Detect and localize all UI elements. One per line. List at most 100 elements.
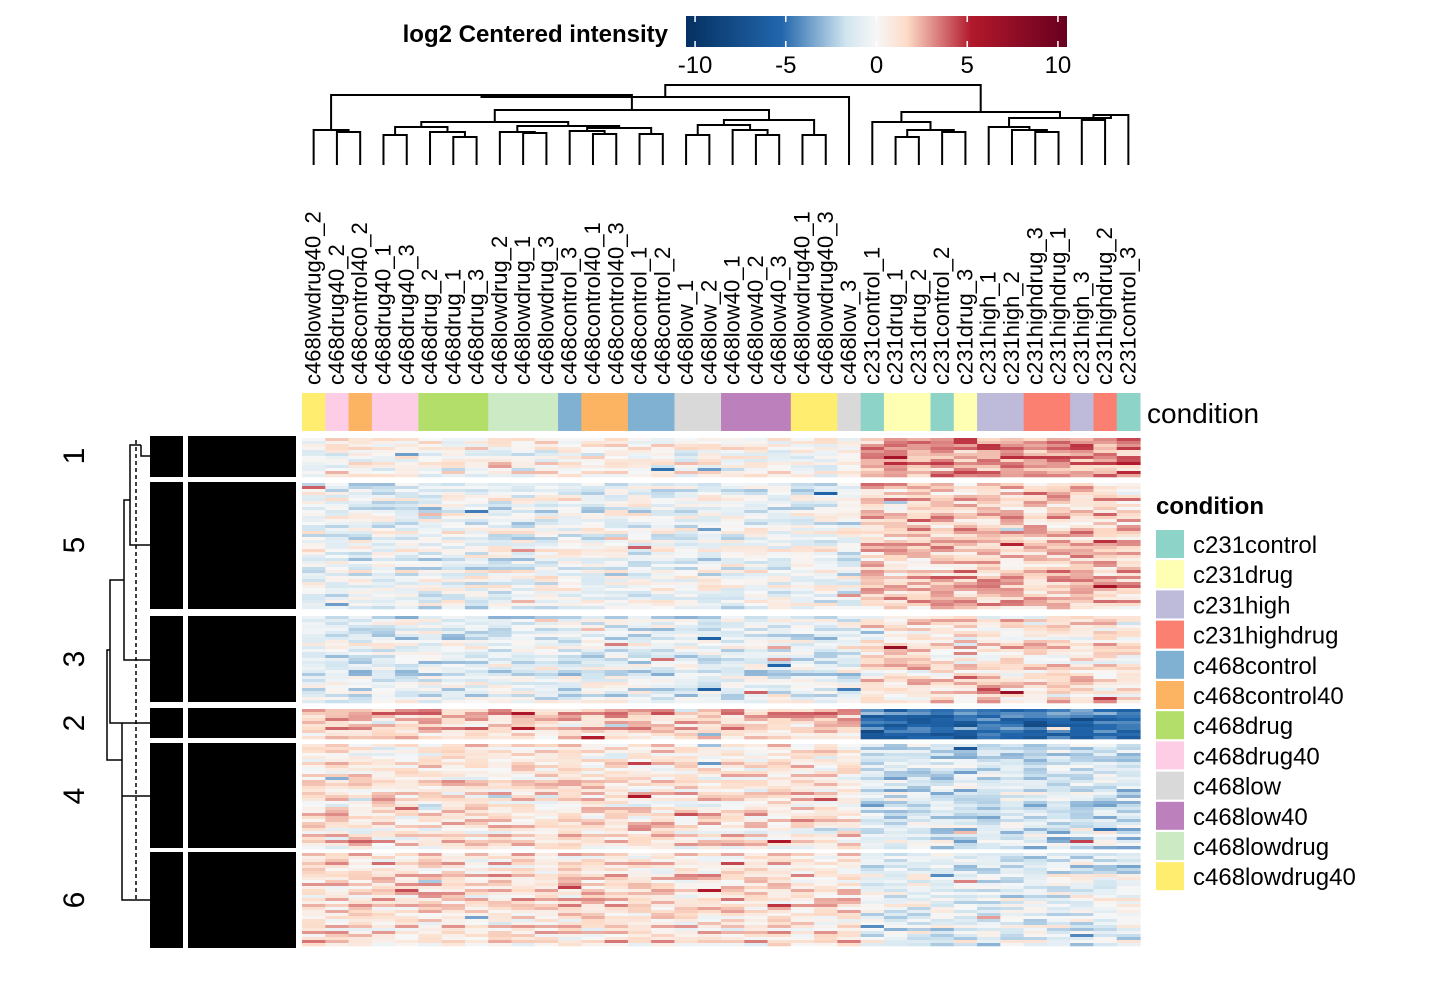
heatmap-cell [651, 718, 676, 722]
heatmap-cell [488, 522, 513, 526]
heatmap-cell [674, 718, 699, 722]
heatmap-cell [814, 552, 838, 556]
dendrogram-branch [987, 126, 1031, 165]
heatmap-cell [1116, 756, 1141, 760]
heatmap-cell [488, 646, 513, 650]
heatmap-cell [441, 634, 466, 638]
heatmap-cell [302, 649, 326, 653]
dendrogram-branch [498, 131, 536, 165]
heatmap-cell [1023, 456, 1048, 460]
heatmap-cell [837, 628, 862, 632]
heatmap-cell [418, 588, 443, 592]
heatmap-cell [883, 789, 908, 793]
heatmap-cell [302, 655, 326, 659]
heatmap-cell [977, 619, 1001, 623]
heatmap-cell [930, 792, 955, 796]
heatmap-cell [1046, 558, 1071, 562]
heatmap-cell [651, 622, 676, 626]
heatmap-cell [814, 622, 838, 626]
heatmap-cell [604, 789, 629, 793]
heatmap-cell [953, 810, 978, 814]
heatmap-cell [814, 564, 838, 568]
heatmap-cell [744, 715, 769, 719]
heatmap-cell [534, 795, 559, 799]
heatmap-cell [1023, 747, 1048, 751]
heatmap-cell [627, 492, 652, 496]
heatmap-cell [697, 582, 722, 586]
heatmap-cell [348, 489, 373, 493]
heatmap-cell [837, 819, 862, 823]
heatmap-cell [534, 456, 559, 460]
heatmap-cell [348, 622, 373, 626]
heatmap-cell [1023, 510, 1048, 514]
heatmap-cell [883, 768, 908, 772]
heatmap-cell [325, 444, 350, 448]
heatmap-cell [395, 501, 419, 505]
heatmap-cell [837, 700, 862, 704]
column-label: c468control40_3 [603, 222, 628, 385]
heatmap-cell [302, 721, 326, 725]
heatmap-cell [325, 691, 350, 695]
heatmap-cell [1023, 516, 1048, 520]
heatmap-cell [721, 637, 745, 641]
heatmap-cell [371, 486, 396, 490]
heatmap-cell [883, 522, 908, 526]
heatmap-cell [325, 718, 350, 722]
heatmap-cell [790, 438, 815, 442]
heatmap-cell [860, 825, 885, 829]
heatmap-cell [488, 682, 513, 686]
heatmap-cell [604, 531, 629, 535]
heatmap-cell [674, 840, 699, 844]
heatmap-cell [627, 744, 652, 748]
heatmap-cell [953, 658, 978, 662]
heatmap-cell [371, 831, 396, 835]
heatmap-cell [1000, 724, 1025, 728]
heatmap-cell [418, 643, 443, 647]
heatmap-cell [371, 733, 396, 737]
heatmap-cell [651, 789, 676, 793]
heatmap-cell [1093, 628, 1118, 632]
heatmap-cell [651, 853, 676, 857]
dendrogram-branch [638, 133, 664, 165]
heatmap-cell [1070, 567, 1095, 571]
heatmap-cell [790, 771, 815, 775]
heatmap-cell [395, 537, 419, 541]
heatmap-cell [953, 792, 978, 796]
heatmap-cell [1070, 652, 1095, 656]
heatmap-cell [1070, 537, 1095, 541]
heatmap-cell [1046, 570, 1071, 574]
heatmap-cell [464, 822, 489, 826]
heatmap-cell [558, 768, 582, 772]
heatmap-cell [325, 441, 350, 445]
heatmap-cell [488, 616, 513, 620]
heatmap-cell [721, 619, 745, 623]
heatmap-cell [721, 549, 745, 553]
heatmap-cell [441, 507, 466, 511]
heatmap-cell [511, 537, 536, 541]
heatmap-cell [790, 507, 815, 511]
heatmap-cell [371, 673, 396, 677]
heatmap-cell [837, 585, 862, 589]
heatmap-cell [581, 724, 606, 728]
heatmap-cell [674, 777, 699, 781]
heatmap-cell [977, 856, 1001, 860]
heatmap-cell [721, 792, 745, 796]
heatmap-cell [674, 865, 699, 869]
heatmap-cell [930, 801, 955, 805]
heatmap-cell [1070, 603, 1095, 607]
heatmap-cell [697, 816, 722, 820]
annotation-cell [395, 393, 419, 431]
heatmap-cell [604, 670, 629, 674]
heatmap-cell [348, 783, 373, 787]
heatmap-cell [488, 744, 513, 748]
heatmap-cell [511, 756, 536, 760]
heatmap-cell [418, 450, 443, 454]
heatmap-cell [302, 567, 326, 571]
heatmap-cell [1093, 697, 1118, 701]
heatmap-cell [721, 528, 745, 532]
heatmap-cell [721, 603, 745, 607]
heatmap-cell [371, 747, 396, 751]
heatmap-cell [511, 676, 536, 680]
heatmap-cell [1093, 840, 1118, 844]
heatmap-cell [674, 501, 699, 505]
